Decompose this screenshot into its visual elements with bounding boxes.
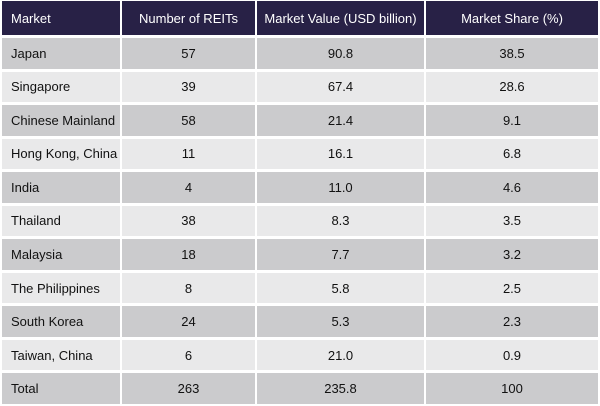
column-header-market: Market xyxy=(2,1,120,35)
cell-market-value: 16.1 xyxy=(257,138,424,170)
cell-number-of-reits: 4 xyxy=(122,172,255,203)
cell-market-value: 5.8 xyxy=(257,272,424,304)
cell-market-share: 2.5 xyxy=(426,272,598,304)
cell-market-value: 90.8 xyxy=(257,38,424,69)
cell-market: Hong Kong, China xyxy=(2,138,120,170)
cell-number-of-reits: 38 xyxy=(122,205,255,237)
cell-market-value: 7.7 xyxy=(257,239,424,270)
cell-market-share: 9.1 xyxy=(426,105,598,136)
cell-market: Singapore xyxy=(2,71,120,103)
cell-number-of-reits: 6 xyxy=(122,339,255,371)
cell-market-value: 8.3 xyxy=(257,205,424,237)
cell-market: Thailand xyxy=(2,205,120,237)
cell-market-value: 21.4 xyxy=(257,105,424,136)
cell-market: Chinese Mainland xyxy=(2,105,120,136)
cell-number-of-reits: 18 xyxy=(122,239,255,270)
cell-number-of-reits: 11 xyxy=(122,138,255,170)
cell-number-of-reits: 8 xyxy=(122,272,255,304)
cell-market-share: 2.3 xyxy=(426,306,598,337)
cell-market: Total xyxy=(2,373,120,404)
cell-number-of-reits: 39 xyxy=(122,71,255,103)
cell-market-value: 5.3 xyxy=(257,306,424,337)
cell-market-share: 0.9 xyxy=(426,339,598,371)
cell-market-share: 6.8 xyxy=(426,138,598,170)
cell-market-share: 3.2 xyxy=(426,239,598,270)
cell-market-value: 67.4 xyxy=(257,71,424,103)
cell-number-of-reits: 58 xyxy=(122,105,255,136)
cell-market: Malaysia xyxy=(2,239,120,270)
column-header-market-value: Market Value (USD billion) xyxy=(257,1,424,35)
column-header-market-share: Market Share (%) xyxy=(426,1,598,35)
cell-market: Japan xyxy=(2,38,120,69)
cell-market-share: 3.5 xyxy=(426,205,598,237)
cell-market-value: 235.8 xyxy=(257,373,424,404)
cell-market-value: 11.0 xyxy=(257,172,424,203)
cell-market-share: 28.6 xyxy=(426,71,598,103)
cell-market-share: 100 xyxy=(426,373,598,404)
cell-market: India xyxy=(2,172,120,203)
column-header-number-of-reits: Number of REITs xyxy=(122,1,255,35)
cell-market-share: 4.6 xyxy=(426,172,598,203)
cell-market-share: 38.5 xyxy=(426,38,598,69)
cell-market: Taiwan, China xyxy=(2,339,120,371)
cell-number-of-reits: 263 xyxy=(122,373,255,404)
cell-market-value: 21.0 xyxy=(257,339,424,371)
cell-number-of-reits: 57 xyxy=(122,38,255,69)
cell-market: The Philippines xyxy=(2,272,120,304)
cell-market: South Korea xyxy=(2,306,120,337)
cell-number-of-reits: 24 xyxy=(122,306,255,337)
